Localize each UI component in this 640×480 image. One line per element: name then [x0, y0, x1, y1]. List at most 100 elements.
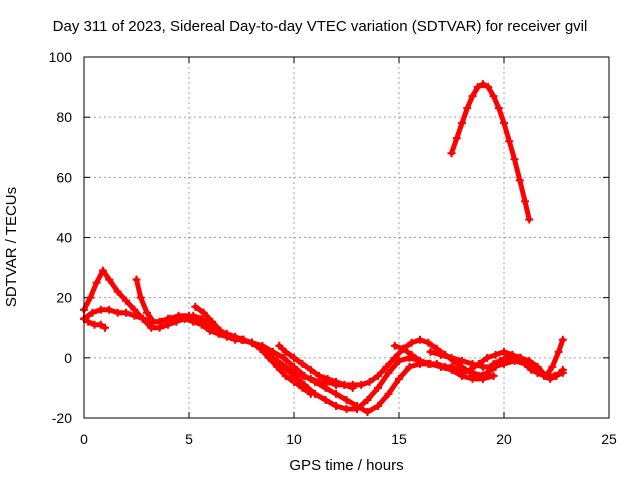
data-point: [484, 83, 493, 92]
data-point: [395, 374, 403, 383]
data-point: [407, 338, 416, 347]
data-point: [340, 380, 349, 389]
data-point: [539, 371, 548, 380]
data-point: [365, 377, 374, 386]
x-tick-label: 5: [185, 431, 193, 447]
data-point: [384, 389, 393, 398]
data-point: [113, 287, 122, 296]
data-point: [275, 341, 284, 350]
series-line: [81, 307, 356, 391]
data-point: [132, 275, 141, 284]
y-tick-label: 80: [56, 109, 72, 125]
data-point: [311, 377, 319, 386]
y-tick-label: -20: [52, 410, 72, 426]
data-point: [458, 368, 466, 377]
y-axis-label: SDTVAR / TECUs: [3, 186, 20, 308]
data-point: [195, 317, 204, 326]
data-point: [479, 80, 487, 89]
data-point: [143, 308, 151, 317]
data-point: [374, 383, 382, 392]
x-tick-label: 0: [80, 431, 88, 447]
data-point: [357, 380, 366, 389]
data-point: [521, 197, 529, 206]
data-point: [191, 302, 200, 311]
data-point: [149, 317, 158, 326]
data-point: [300, 380, 309, 389]
y-tick-label: 0: [64, 350, 72, 366]
data-point: [96, 320, 105, 329]
series-pass-6: [275, 335, 550, 389]
x-tick-label: 25: [601, 431, 617, 447]
data-point: [390, 341, 399, 350]
data-point: [500, 347, 508, 356]
data-point: [554, 347, 563, 356]
data-point: [483, 368, 492, 377]
data-point: [405, 362, 414, 371]
data-point: [424, 359, 433, 368]
data-point: [321, 383, 330, 392]
y-tick-label: 60: [56, 169, 72, 185]
data-point: [424, 338, 433, 347]
data-point: [527, 365, 536, 374]
data-point: [521, 359, 529, 368]
x-tick-label: 20: [496, 431, 512, 447]
chart-title: Day 311 of 2023, Sidereal Day-to-day VTE…: [52, 18, 588, 35]
data-point: [237, 335, 246, 344]
data-point: [374, 371, 382, 380]
data-point: [157, 317, 166, 326]
data-point: [130, 311, 139, 320]
data-point: [458, 119, 466, 128]
data-point: [474, 371, 483, 380]
plot-frame: [83, 56, 610, 419]
data-point: [473, 83, 482, 92]
data-point: [84, 317, 93, 326]
data-point: [138, 314, 147, 323]
data-point: [395, 356, 403, 365]
data-point: [483, 353, 492, 362]
data-point: [558, 335, 567, 344]
data-point: [88, 308, 97, 317]
data-point: [174, 311, 183, 320]
data-point: [105, 275, 114, 284]
data-point: [101, 323, 109, 332]
data-point: [342, 404, 351, 413]
data-point: [290, 353, 298, 362]
y-tick-label: 20: [56, 290, 72, 306]
data-point: [489, 359, 498, 368]
data-point: [494, 104, 503, 113]
data-point: [315, 371, 324, 380]
data-point: [491, 350, 500, 359]
data-point: [199, 308, 208, 317]
data-point: [332, 401, 340, 410]
data-point: [533, 368, 542, 377]
data-point: [489, 92, 498, 101]
data-point: [399, 344, 408, 353]
axis-ticks: 0 5 10 15 20 25 -20 0 20 40 60 80 100: [49, 49, 617, 447]
y-tick-label: 100: [49, 49, 73, 65]
data-point: [342, 395, 351, 404]
data-point: [363, 395, 372, 404]
data-point: [216, 326, 225, 335]
data-point: [552, 371, 561, 380]
data-point: [105, 305, 114, 314]
data-point: [489, 371, 498, 380]
data-point: [466, 365, 475, 374]
data-point: [290, 362, 298, 371]
data-point: [502, 353, 511, 362]
data-point: [479, 362, 487, 371]
data-point: [495, 356, 504, 365]
data-point: [548, 362, 557, 371]
data-point: [416, 335, 424, 344]
data-point: [248, 338, 256, 347]
data-point: [508, 350, 517, 359]
data-point: [407, 350, 416, 359]
data-point: [416, 356, 424, 365]
data-point: [447, 149, 456, 158]
data-point: [306, 365, 315, 374]
series-pass-4: [132, 275, 498, 413]
data-point: [363, 407, 372, 416]
data-point: [505, 137, 514, 146]
data-point: [113, 308, 122, 317]
data-point: [500, 119, 508, 128]
